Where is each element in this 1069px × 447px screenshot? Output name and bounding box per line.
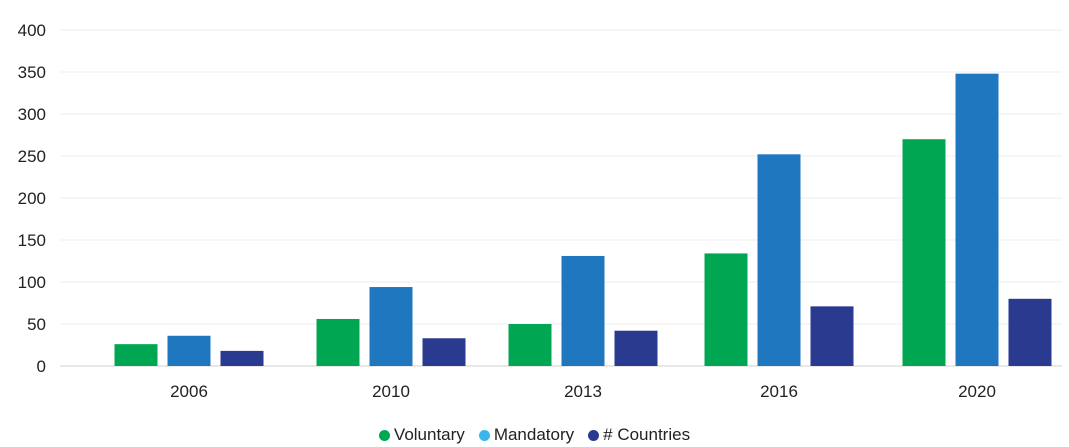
bar-voluntary-2006 [114,344,158,366]
bar-voluntary-2020 [902,139,946,366]
y-tick-label: 300 [18,105,46,124]
bar-voluntary-2010 [316,318,360,366]
legend-swatch-mandatory [478,429,490,441]
y-tick-label: 150 [18,231,46,250]
bar-voluntary-2016 [704,253,748,366]
x-axis-tick-labels: 2006 2010 2013 2016 2020 [170,382,996,401]
y-tick-label: 250 [18,147,46,166]
y-tick-label: 400 [18,21,46,40]
legend-label-countries: # Countries [603,425,691,444]
y-tick-label: 200 [18,189,46,208]
bar-mandatory-2016 [757,154,801,366]
y-tick-label: 100 [18,273,46,292]
x-tick-label: 2016 [760,382,798,401]
legend-label-mandatory: Mandatory [493,425,575,444]
bar-chart: 0 50 100 150 200 250 300 350 400 2006 2010 2013 201… [18,21,1062,401]
bar-countries-2013 [614,330,658,366]
bar-countries-2016 [810,306,854,366]
y-tick-label: 350 [18,63,46,82]
bar-mandatory-2013 [561,255,605,366]
legend-swatch-voluntary [378,429,390,441]
legend: Voluntary Mandatory # Countries [0,424,1069,446]
legend-item-voluntary: Voluntary [378,425,465,445]
bar-countries-2010 [422,338,466,366]
y-tick-label: 50 [27,315,46,334]
bar-countries-2006 [220,350,264,366]
y-tick-label: 0 [37,357,46,376]
legend-item-countries: # Countries [588,425,690,445]
bar-countries-2020 [1008,298,1052,366]
legend-label-voluntary: Voluntary [393,425,465,444]
x-tick-label: 2010 [372,382,410,401]
gridlines [60,29,1062,367]
legend-swatch-countries [588,429,600,441]
bar-voluntary-2013 [508,324,552,366]
x-tick-label: 2006 [170,382,208,401]
bars [114,73,1052,367]
bar-mandatory-2010 [369,287,413,366]
bar-mandatory-2006 [167,335,211,366]
y-axis-tick-labels: 0 50 100 150 200 250 300 350 400 [18,21,46,376]
legend-item-mandatory: Mandatory [478,425,575,445]
x-tick-label: 2020 [958,382,996,401]
bar-mandatory-2020 [955,73,999,367]
x-tick-label: 2013 [564,382,602,401]
